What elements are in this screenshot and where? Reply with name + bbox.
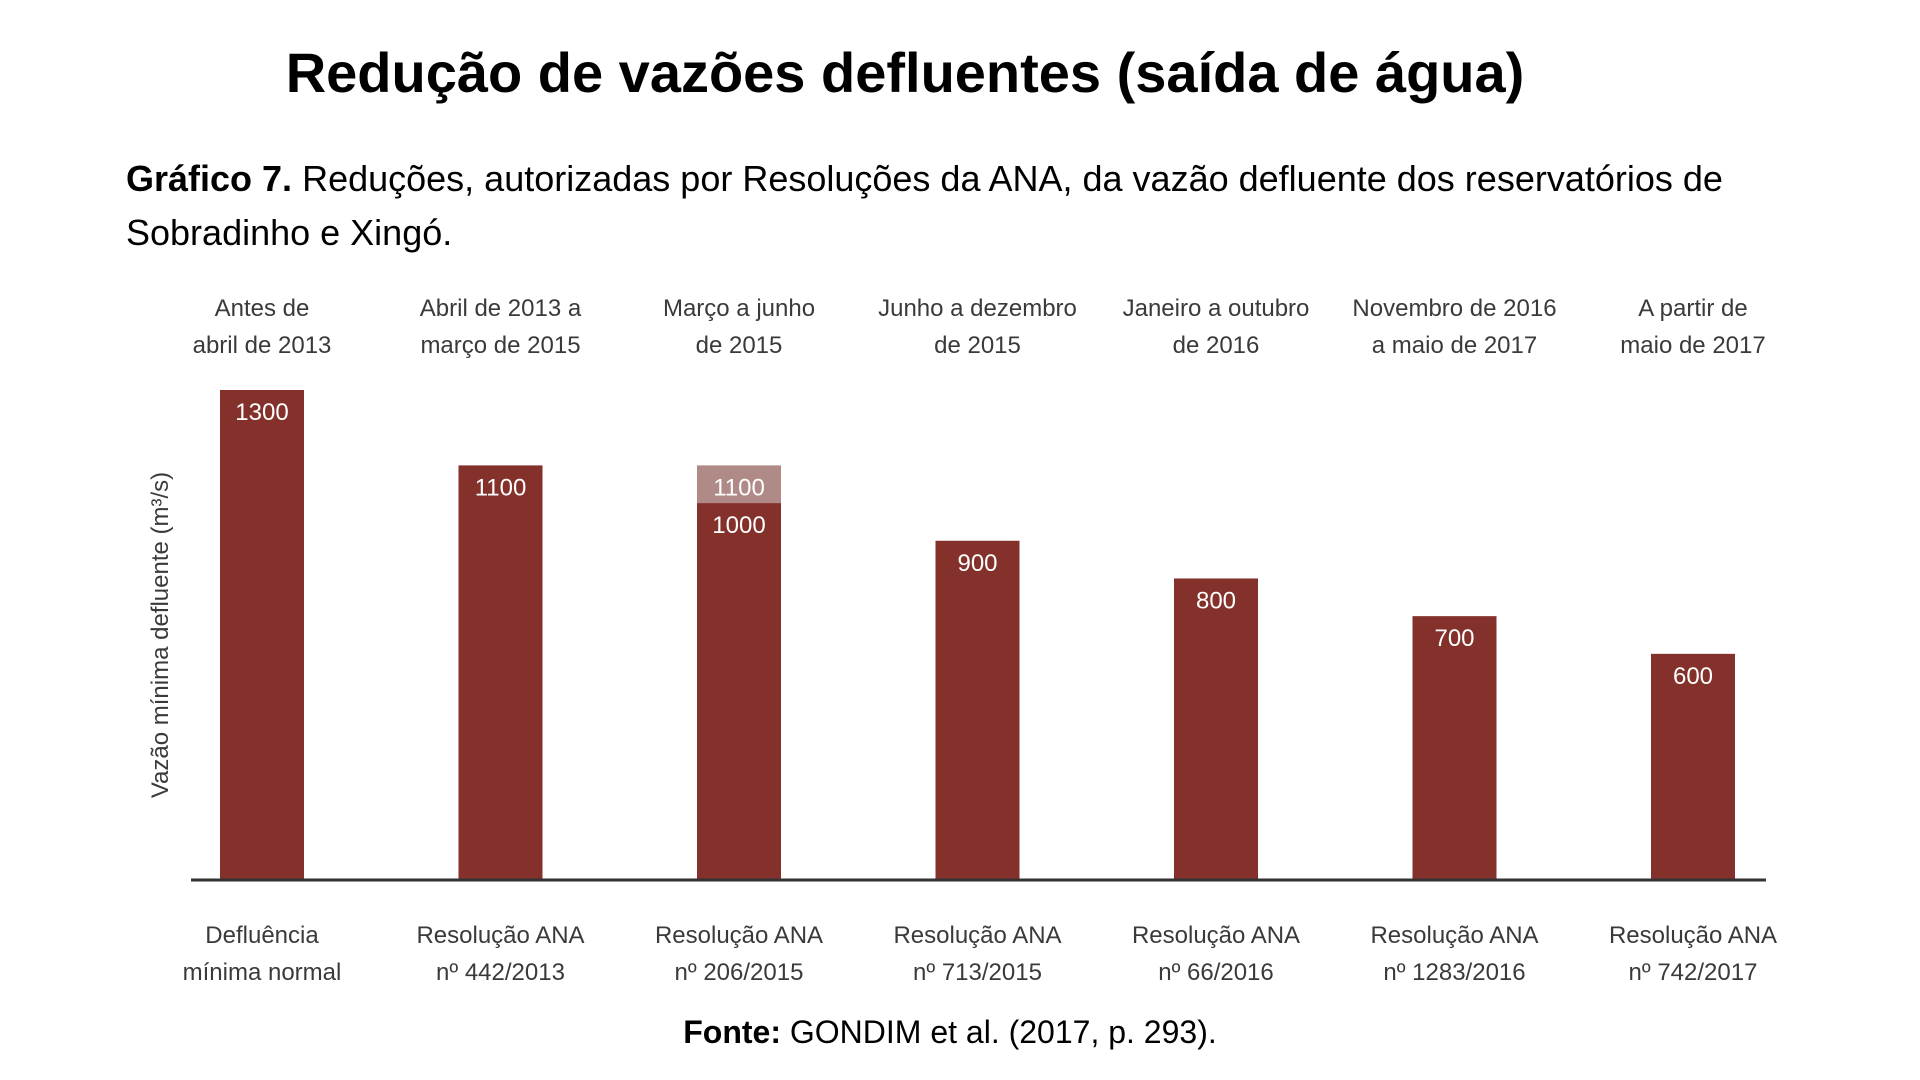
period-label: abril de 2013 — [193, 332, 332, 359]
period-label: a maio de 2017 — [1372, 332, 1537, 359]
bar-value-label: 700 — [1434, 625, 1474, 652]
resolution-label: nº 1283/2016 — [1383, 959, 1525, 986]
period-label: Janeiro a outubro — [1123, 295, 1310, 322]
bar — [1651, 653, 1735, 880]
resolution-label: Defluência — [205, 922, 319, 949]
resolution-label: nº 742/2017 — [1629, 959, 1758, 986]
period-label: de 2015 — [934, 332, 1021, 359]
period-label: Junho a dezembro — [878, 295, 1077, 322]
bar-value-label: 1000 — [712, 512, 765, 539]
period-label: de 2015 — [696, 332, 783, 359]
source-prefix: Fonte: — [683, 1014, 781, 1050]
period-label: Antes de — [215, 295, 310, 322]
source-note: Fonte: GONDIM et al. (2017, p. 293). — [0, 1012, 1900, 1052]
bar — [935, 540, 1020, 880]
bar — [458, 465, 543, 880]
slide-title: Redução de vazões defluentes (saída de á… — [285, 41, 1525, 104]
resolution-label: Resolução ANA — [655, 922, 823, 949]
resolution-label: Resolução ANA — [1609, 922, 1777, 949]
bar — [220, 390, 304, 880]
resolution-label: nº 66/2016 — [1158, 959, 1274, 986]
caption-prefix: Gráfico 7. — [126, 158, 293, 199]
resolution-label: Resolução ANA — [1132, 922, 1300, 949]
bar-chart: Vazão mínima defluente (m³/s) 1300 Antes d… — [147, 295, 1777, 986]
bar — [697, 503, 781, 880]
bar-value-label: 800 — [1196, 587, 1236, 614]
resolution-label: nº 206/2015 — [675, 959, 804, 986]
resolution-label: nº 713/2015 — [913, 959, 1042, 986]
period-label: março de 2015 — [420, 332, 580, 359]
caption-text: Reduções, autorizadas por Resoluções da … — [126, 158, 1723, 253]
resolution-label: Resolução ANA — [416, 922, 584, 949]
bar — [1412, 616, 1497, 880]
period-label: Março a junho — [663, 295, 815, 322]
bar-previous-label: 1100 — [713, 474, 765, 501]
period-label: A partir de — [1638, 295, 1747, 322]
bar-value-label: 600 — [1673, 663, 1713, 690]
period-label: de 2016 — [1173, 332, 1260, 359]
resolution-label: Resolução ANA — [1370, 922, 1538, 949]
period-label: maio de 2017 — [1620, 332, 1765, 359]
bar — [1174, 578, 1258, 880]
bar-previous-value — [697, 465, 781, 504]
source-text: GONDIM et al. (2017, p. 293). — [781, 1014, 1217, 1050]
resolution-label: mínima normal — [183, 959, 342, 986]
bar-value-label: 1300 — [235, 399, 288, 426]
chart-caption: Gráfico 7. Reduções, autorizadas por Res… — [126, 152, 1826, 260]
bar-value-label: 900 — [957, 550, 997, 577]
period-label: Novembro de 2016 — [1352, 295, 1556, 322]
period-label: Abril de 2013 a — [420, 295, 582, 322]
resolution-label: nº 442/2013 — [436, 959, 565, 986]
resolution-label: Resolução ANA — [893, 922, 1061, 949]
bar-value-label: 1100 — [475, 474, 527, 501]
y-axis-label: Vazão mínima defluente (m³/s) — [147, 472, 174, 798]
